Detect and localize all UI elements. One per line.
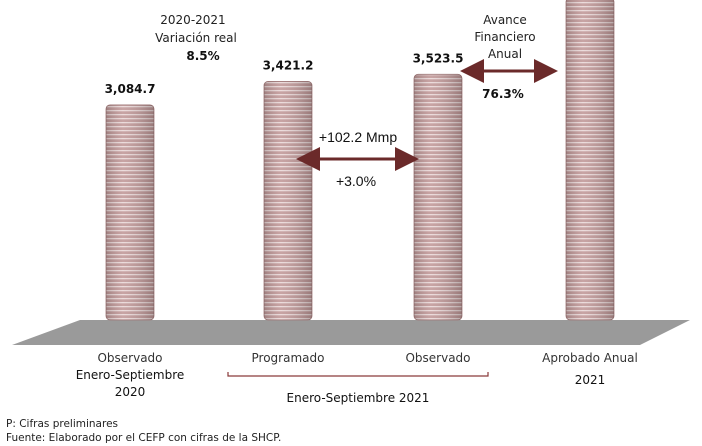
value-label-3: 3,523.5 [413, 51, 464, 65]
value-label-2: 3,421.2 [263, 58, 314, 72]
bar-1 [105, 104, 155, 321]
group-bracket [227, 372, 489, 377]
real-variation-value: 8.5% [186, 49, 219, 63]
bar-2 [263, 81, 313, 321]
chart-floor [12, 320, 690, 345]
difference-amount: +102.2 Mmp [319, 129, 397, 145]
footnote-preliminary: P: Cifras preliminares [6, 418, 118, 430]
category-sublabel-1-1: Enero-Septiembre [76, 368, 185, 382]
group-label: Enero-Septiembre 2021 [287, 391, 430, 405]
footnote-source: Fuente: Elaborado por el CEFP con cifras… [6, 432, 281, 444]
category-sublabel-1-2: 2020 [115, 385, 146, 399]
category-label-1: Observado [97, 351, 162, 365]
difference-percent: +3.0% [336, 173, 376, 189]
category-label-3: Observado [405, 351, 470, 365]
bar-3 [413, 73, 463, 321]
advance-value: 76.3% [482, 87, 524, 101]
category-label-4: Aprobado Anual [542, 351, 638, 365]
value-label-1: 3,084.7 [105, 82, 156, 96]
advance-label-1: Avance [483, 13, 527, 27]
bar-4 [565, 0, 615, 321]
advance-label-3: Anual [488, 47, 522, 61]
bars-group [105, 0, 615, 321]
value-labels-group: 3,084.7 3,421.2 3,523.5 [105, 51, 464, 96]
category-label-2: Programado [252, 351, 325, 365]
category-sublabel-4-1: 2021 [575, 373, 606, 387]
advance-label-2: Financiero [474, 30, 535, 44]
real-variation-years: 2020-2021 [160, 13, 225, 27]
real-variation-label: Variación real [155, 31, 237, 45]
category-labels-group: Observado Enero-Septiembre 2020 Programado O… [76, 351, 638, 399]
